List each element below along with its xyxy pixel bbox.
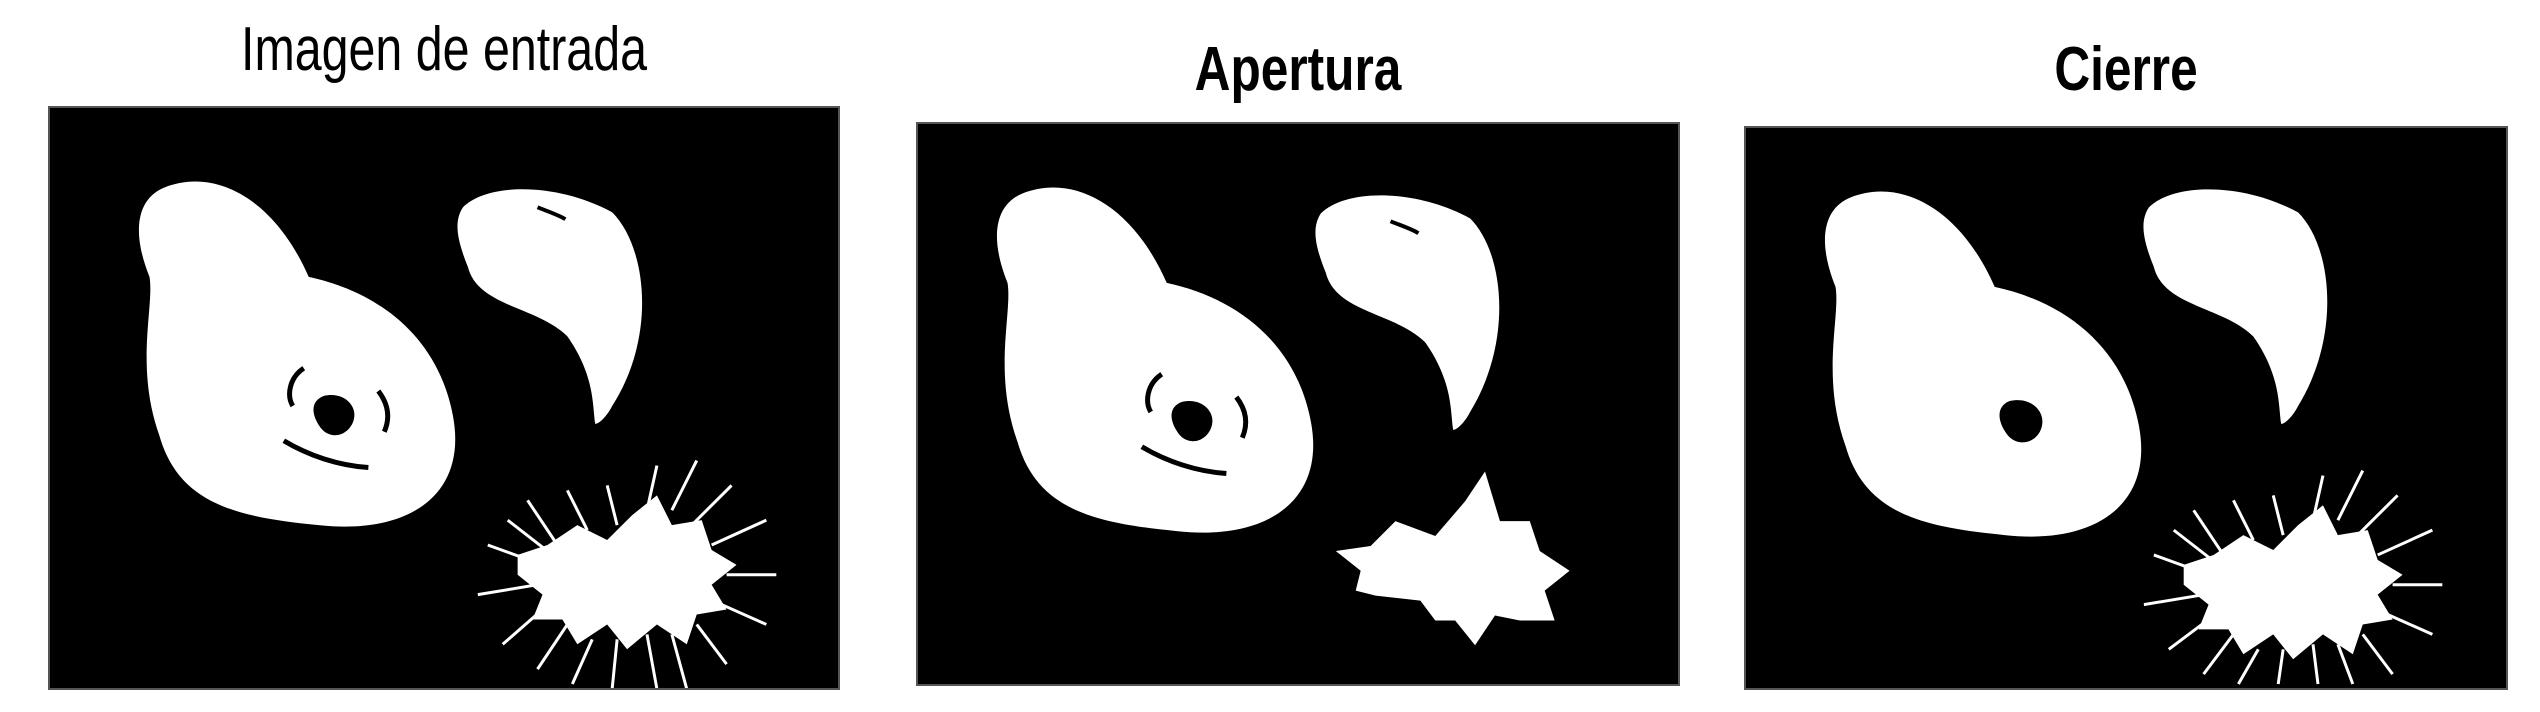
- blob-hole-opening: [1171, 401, 1213, 442]
- blob-cracks-input: [282, 366, 391, 470]
- blob-drop-crack-input: [536, 205, 567, 221]
- panel-title-closing: Cierre: [2054, 35, 2198, 104]
- blob-main-opening: [996, 187, 1314, 533]
- blob-cracks-opening: [1140, 372, 1249, 476]
- image-opening: [916, 122, 1680, 686]
- blob-star-opening: [1335, 471, 1570, 646]
- blob-drop-closing: [2143, 189, 2328, 424]
- binary-image-closing: [1824, 189, 2443, 685]
- blob-star-closing: [2143, 469, 2443, 685]
- panel-input: Imagen de entrada: [48, 10, 840, 690]
- blob-main-closing: [1824, 191, 2142, 537]
- binary-image-opening: [996, 187, 1570, 646]
- blob-hole-closing: [1999, 400, 2043, 443]
- blob-main-input: [138, 181, 456, 527]
- image-closing: [1744, 126, 2508, 690]
- panel-opening: Apertura: [916, 30, 1680, 686]
- blob-drop-input: [457, 189, 643, 424]
- blob-drop-crack-opening: [1389, 219, 1420, 235]
- panel-title-opening: Apertura: [1194, 35, 1402, 104]
- blob-hole-input: [313, 395, 355, 436]
- blob-drop-opening: [1315, 195, 1500, 430]
- blob-star-input: [477, 459, 777, 688]
- binary-image-input: [138, 181, 777, 688]
- panel-closing: Cierre: [1744, 30, 2508, 690]
- panel-title-input: Imagen de entrada: [241, 15, 647, 84]
- image-input: [48, 106, 840, 690]
